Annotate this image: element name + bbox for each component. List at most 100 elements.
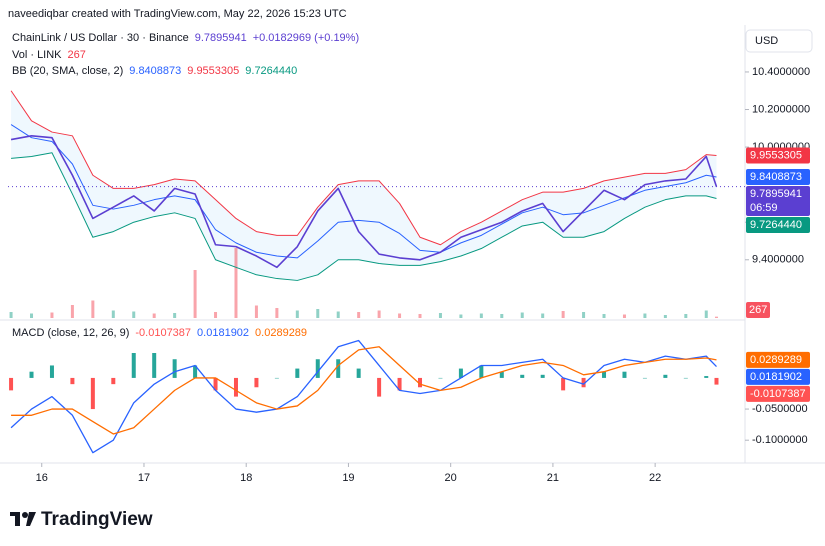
histogram-bar (274, 377, 279, 379)
histogram-bar (683, 377, 688, 379)
macd-value: -0.0107387 (135, 327, 191, 339)
volume-bar (357, 312, 361, 318)
volume-bar (582, 312, 586, 318)
countdown: 06:59 (750, 202, 778, 214)
price-tag-label: 9.7264440 (750, 219, 802, 231)
volume-bar (438, 313, 442, 318)
histogram-bar (540, 374, 545, 378)
volume-bar (254, 305, 258, 318)
histogram-bar (704, 376, 709, 378)
x-tick-label: 17 (138, 472, 150, 484)
volume-bar (541, 313, 545, 318)
volume-bar (336, 311, 340, 318)
symbol-title: ChainLink / US Dollar · 30 · Binance (12, 32, 189, 44)
histogram-bar (499, 371, 504, 378)
histogram-bar (714, 377, 719, 385)
histogram-bar (70, 377, 75, 385)
histogram-bar (295, 368, 300, 378)
volume-label: Vol · LINK (12, 49, 62, 61)
x-tick-label: 21 (547, 472, 559, 484)
volume-value: 267 (68, 49, 86, 61)
x-tick-label: 20 (445, 472, 457, 484)
macd-value: 0.0181902 (197, 327, 249, 339)
volume-bar (111, 310, 115, 318)
histogram-bar (111, 377, 116, 385)
volume-bar (295, 310, 299, 318)
price-tag-label: 9.9553305 (750, 149, 802, 161)
price-tag (746, 385, 810, 402)
volume-bar (377, 310, 381, 318)
histogram-bar (152, 353, 157, 378)
macd-value: 0.0289289 (255, 327, 307, 339)
histogram-bar (397, 377, 402, 391)
volume-bar (214, 312, 218, 318)
volume-bar (398, 313, 402, 318)
histogram-bar (479, 365, 484, 378)
volume-bar (193, 270, 197, 318)
volume-bar (459, 314, 463, 318)
volume-bar (561, 311, 565, 318)
volume-bar (479, 313, 483, 318)
price-tag (746, 351, 810, 368)
price-tag-label: -0.0107387 (750, 388, 806, 400)
histogram-bar (581, 377, 586, 388)
volume-bar (622, 314, 626, 318)
histogram-bar (336, 359, 341, 378)
volume-bar (500, 314, 504, 318)
price-tag (746, 368, 810, 385)
volume-bar (132, 311, 136, 318)
volume-bar (663, 315, 667, 318)
volume-bar (152, 313, 156, 318)
histogram-bar (602, 371, 607, 378)
histogram-bar (642, 377, 647, 379)
macd-label: MACD (close, 12, 26, 9) (12, 327, 129, 339)
volume-bar (234, 248, 238, 318)
histogram-bar (663, 374, 668, 378)
last-price: 9.7895941 (195, 32, 247, 44)
currency-box[interactable] (745, 29, 813, 53)
currency[interactable]: USD (755, 35, 778, 47)
price-change: +0.0182969 (+0.19%) (253, 32, 359, 44)
y-tick-label: -0.0500000 (752, 403, 808, 415)
volume-bar (91, 300, 95, 318)
y-tick-label: 10.2000000 (752, 103, 810, 115)
logo-mark (15, 512, 20, 526)
bb-value: 9.7264440 (245, 65, 297, 77)
x-tick-label: 19 (342, 472, 354, 484)
logo: TradingView (10, 509, 153, 530)
price-tag (746, 168, 810, 185)
volume-bar (520, 312, 524, 318)
histogram-bar (377, 377, 382, 397)
price-tag (746, 185, 810, 216)
histogram-bar (622, 371, 627, 378)
volume-tag-label: 267 (749, 304, 767, 316)
x-tick-label: 16 (36, 472, 48, 484)
volume-bar (704, 310, 708, 318)
series-line (10, 339, 717, 454)
volume-tag (746, 302, 770, 318)
volume-bar (50, 312, 54, 318)
histogram-bar (193, 365, 198, 378)
volume-bar (30, 313, 34, 318)
credit: naveediqbar created with TradingView.com… (8, 8, 347, 20)
logo-text: TradingView (41, 509, 153, 530)
series-line (10, 135, 718, 269)
volume-bar (173, 313, 177, 318)
x-tick-label: 22 (649, 472, 661, 484)
y-tick-label: 9.4000000 (752, 254, 804, 266)
histogram-bar (29, 371, 34, 378)
histogram-bar (233, 377, 238, 397)
price-tag (746, 216, 810, 233)
series-line (11, 152, 717, 281)
price-tag-label: 9.7895941 (750, 188, 802, 200)
histogram-bar (172, 359, 177, 378)
series-line (11, 346, 717, 435)
histogram-bar (9, 377, 14, 391)
volume-bar (418, 314, 422, 318)
histogram-bar (520, 374, 525, 378)
histogram-bar (131, 353, 136, 378)
bb-label: BB (20, SMA, close, 2) (12, 65, 123, 77)
histogram-bar (418, 377, 423, 388)
series-line (10, 90, 717, 246)
